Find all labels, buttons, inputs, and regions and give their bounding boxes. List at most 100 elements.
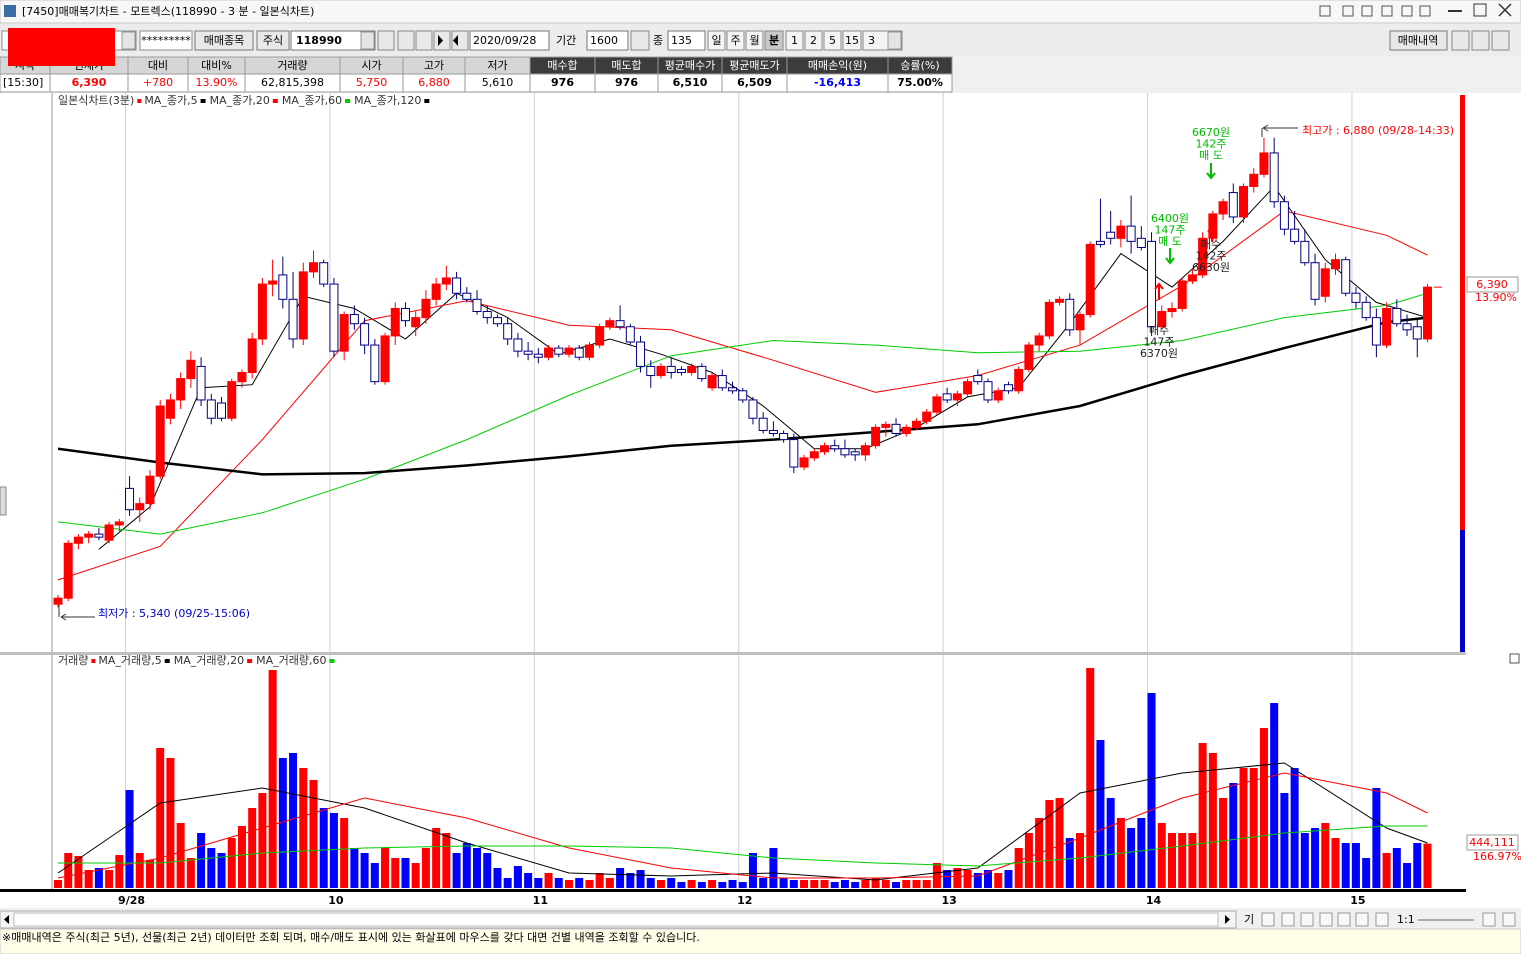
table-value: 6,390	[72, 76, 107, 89]
volume-bar	[156, 748, 165, 888]
candle-body	[809, 451, 819, 459]
btn-close[interactable]	[1498, 3, 1512, 17]
account-box[interactable]	[139, 30, 193, 51]
volume-bar	[1208, 753, 1217, 888]
low-arrow	[58, 605, 95, 621]
title-icon[interactable]	[1361, 5, 1373, 17]
left-tab[interactable]	[0, 486, 7, 516]
btn-history[interactable]	[1389, 30, 1448, 51]
unit-btn[interactable]	[842, 30, 862, 51]
title-icon[interactable]	[1381, 5, 1393, 17]
unit-btn[interactable]	[726, 30, 745, 51]
scroll-right[interactable]	[1225, 915, 1230, 924]
volume-bar	[503, 878, 512, 888]
tool-btn[interactable]	[1451, 30, 1470, 51]
trade-label[interactable]: 6670원	[1192, 126, 1230, 139]
code-box[interactable]	[290, 30, 376, 51]
combo-arrow[interactable]	[121, 31, 136, 50]
candle-body	[1412, 326, 1422, 340]
tool-btn[interactable]	[1471, 30, 1490, 51]
trade-label[interactable]: 6370원	[1140, 347, 1178, 360]
title-icon[interactable]	[1401, 5, 1413, 17]
tool-btn[interactable]	[451, 30, 469, 51]
table-header: 대비%	[201, 59, 232, 72]
trade-label[interactable]: 142주	[1195, 250, 1226, 263]
pane-close[interactable]	[1509, 653, 1520, 664]
unit-btn[interactable]	[823, 30, 842, 51]
table-cell	[887, 73, 953, 93]
unit-btn[interactable]	[745, 30, 764, 51]
scroll-control[interactable]	[1337, 912, 1351, 927]
btn-minimize[interactable]	[1448, 10, 1462, 12]
volume-bar	[585, 880, 594, 888]
candle-body	[84, 533, 94, 538]
period-box[interactable]	[586, 30, 629, 51]
trade-label[interactable]: 6400원	[1151, 212, 1189, 225]
count-box[interactable]	[667, 30, 706, 51]
trade-label[interactable]: 147주	[1143, 336, 1174, 349]
trade-label[interactable]: 6630원	[1192, 261, 1230, 274]
table-value: -16,413	[814, 76, 861, 89]
tool-btn[interactable]	[397, 30, 415, 51]
tool-btn[interactable]	[415, 30, 433, 51]
trade-label[interactable]: 142주	[1195, 138, 1226, 151]
trade-label[interactable]: 매수	[1149, 324, 1169, 337]
candle-body	[697, 365, 707, 380]
title-icon[interactable]	[1319, 5, 1331, 17]
volume-bar	[687, 880, 696, 888]
unit-arrow[interactable]	[887, 31, 902, 50]
scroll-control[interactable]	[1281, 912, 1295, 927]
unit-btn[interactable]	[804, 30, 823, 51]
volume-bar	[94, 868, 103, 888]
candle-body	[1055, 298, 1065, 303]
scroll-control[interactable]	[1300, 912, 1314, 927]
volume-bar	[197, 833, 206, 888]
title-icon[interactable]	[1342, 5, 1354, 17]
candle-body	[1136, 237, 1146, 248]
unit-btn[interactable]	[707, 30, 726, 51]
trade-label[interactable]: 매 도	[1158, 235, 1182, 248]
volume-bar	[350, 848, 359, 888]
table-header: 승률(%)	[900, 59, 939, 72]
trade-arrow[interactable]	[1207, 225, 1217, 242]
right-panel	[1466, 93, 1521, 908]
candle-body	[932, 396, 942, 413]
trade-label[interactable]: 147주	[1154, 224, 1185, 237]
scroll-control[interactable]	[1355, 912, 1369, 927]
scroll-control[interactable]	[1482, 912, 1496, 927]
trade-arrow[interactable]	[1206, 163, 1216, 180]
btn-maximize[interactable]	[1473, 3, 1487, 17]
trade-label[interactable]: 매 도	[1199, 149, 1223, 162]
scroll-thumb[interactable]	[13, 912, 1219, 927]
scroll-mode[interactable]: 기	[1244, 913, 1254, 926]
title-icon[interactable]	[1419, 5, 1431, 17]
scroll-left[interactable]	[4, 915, 9, 924]
volume-bar	[442, 833, 451, 888]
market-box[interactable]	[256, 30, 290, 51]
tool-btn[interactable]	[630, 30, 650, 51]
code-arrow[interactable]	[360, 31, 375, 50]
zoom-label[interactable]: 1:1	[1397, 913, 1415, 926]
candle-body	[135, 503, 145, 511]
scroll-control[interactable]	[1502, 912, 1516, 927]
candle-body	[779, 432, 789, 441]
candle-body	[1085, 243, 1095, 316]
volume-bar	[656, 880, 665, 888]
trade-label[interactable]: 매수	[1201, 238, 1221, 251]
unit-btn[interactable]	[764, 30, 784, 51]
scroll-control[interactable]	[1319, 912, 1333, 927]
table-value: 62,815,398	[261, 76, 324, 89]
candle-body	[636, 341, 646, 367]
btn-items[interactable]	[194, 30, 254, 51]
unit-btn[interactable]	[785, 30, 804, 51]
scroll-control[interactable]	[1261, 912, 1275, 927]
trade-arrow[interactable]	[1165, 248, 1175, 265]
candle-body	[1361, 301, 1371, 319]
volume-bar	[329, 813, 338, 888]
tool-btn[interactable]	[377, 30, 395, 51]
candle-body	[1402, 323, 1412, 331]
trade-arrow[interactable]	[1154, 282, 1164, 300]
tool-btn[interactable]	[1491, 30, 1510, 51]
scroll-control[interactable]	[1375, 912, 1389, 927]
date-box[interactable]	[469, 30, 550, 51]
